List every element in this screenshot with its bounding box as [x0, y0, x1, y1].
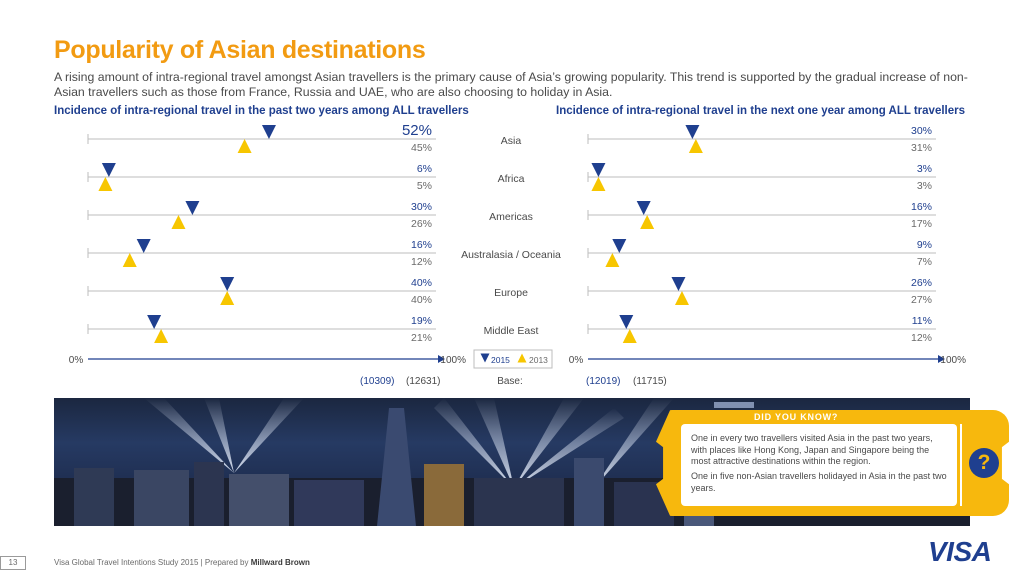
axis-min-label: 0%: [69, 355, 84, 366]
value-label-2015: 6%: [417, 163, 432, 175]
marker-2013: [591, 177, 606, 191]
axis-max-label: 100%: [440, 355, 466, 366]
marker-2013: [98, 177, 113, 191]
marker-2013: [171, 215, 186, 229]
left-panel-title: Incidence of intra-regional travel in th…: [54, 105, 469, 117]
legend-label-2013: 2013: [529, 355, 548, 365]
value-label-2015: 40%: [411, 277, 432, 289]
base-2013: (12631): [406, 376, 440, 387]
marker-2015: [619, 315, 634, 329]
marker-2013: [622, 329, 637, 343]
marker-2015: [185, 201, 200, 215]
marker-2015: [220, 277, 235, 291]
marker-2015: [612, 239, 627, 253]
value-label-2013: 27%: [911, 294, 932, 306]
axis-min-label: 0%: [569, 355, 584, 366]
did-you-know-content: One in every two travellers visited Asia…: [681, 424, 957, 506]
marker-2013: [674, 291, 689, 305]
value-label-2015: 30%: [911, 125, 932, 137]
value-label-2015: 30%: [411, 201, 432, 213]
dot-plot-chart: Asia Africa Americas Australasia / Oceania E…: [69, 122, 966, 387]
ticket-separator: [960, 424, 962, 506]
value-label-2013: 40%: [411, 294, 432, 306]
legend-label-2015: 2015: [491, 355, 510, 365]
base-2015: (10309): [360, 376, 394, 387]
marker-2013: [237, 139, 252, 153]
marker-2015: [671, 277, 686, 291]
right-panel-title: Incidence of intra-regional travel in th…: [556, 105, 966, 117]
did-you-know-paragraph-2: One in five non-Asian travellers holiday…: [691, 471, 947, 493]
value-label-2013: 12%: [911, 332, 932, 344]
marker-2013: [122, 253, 137, 267]
value-label-2013: 3%: [917, 180, 932, 192]
marker-2015: [261, 125, 276, 139]
marker-2015: [636, 201, 651, 215]
visa-logo: VISA: [928, 536, 992, 567]
marker-2015: [591, 163, 606, 177]
value-label-2013: 21%: [411, 332, 432, 344]
page-number: 13: [0, 556, 26, 570]
category-label: Australasia / Oceania: [461, 249, 561, 261]
base-2015: (12019): [586, 376, 620, 387]
marker-2015: [101, 163, 116, 177]
did-you-know-heading: DID YOU KNOW?: [754, 412, 839, 422]
value-label-2013: 5%: [417, 180, 432, 192]
value-label-2013: 31%: [911, 142, 932, 154]
value-label-2013: 7%: [917, 256, 932, 268]
question-mark-icon: ?: [969, 448, 999, 478]
marker-2013: [688, 139, 703, 153]
value-label-2015: 26%: [911, 277, 932, 289]
marker-2013: [640, 215, 655, 229]
value-label-2013: 45%: [411, 142, 432, 154]
axis-max-label: 100%: [940, 355, 966, 366]
value-label-2015: 16%: [911, 201, 932, 213]
marker-2013: [605, 253, 620, 267]
legend-box: [473, 349, 553, 369]
footer-credit: Visa Global Travel Intentions Study 2015…: [54, 558, 310, 567]
legend-marker-2013: [517, 353, 527, 363]
value-label-2015: 11%: [912, 315, 932, 327]
category-label: Asia: [501, 135, 522, 147]
base-label: Base:: [497, 376, 523, 387]
footer-credit-text: Visa Global Travel Intentions Study 2015…: [54, 558, 251, 567]
base-2013: (11715): [633, 376, 667, 387]
value-label-2013: 12%: [411, 256, 432, 268]
value-label-2013: 17%: [911, 218, 932, 230]
marker-2015: [136, 239, 151, 253]
did-you-know-paragraph-1: One in every two travellers visited Asia…: [691, 433, 933, 466]
value-label-2015: 19%: [411, 315, 432, 327]
value-label-2015: 3%: [917, 163, 932, 175]
category-label: Africa: [498, 173, 525, 185]
legend-marker-2015: [480, 353, 490, 363]
page-subtitle: A rising amount of intra-regional travel…: [54, 70, 968, 99]
value-label-2015: 16%: [411, 239, 432, 251]
footer-brand: Millward Brown: [250, 558, 310, 567]
value-label-2013: 26%: [411, 218, 432, 230]
marker-2013: [154, 329, 169, 343]
axis-arrow: [938, 355, 945, 363]
value-label-2015: 9%: [917, 239, 932, 251]
category-label: Americas: [489, 211, 533, 223]
axis-arrow: [438, 355, 445, 363]
did-you-know-box: DID YOU KNOW? One in every two traveller…: [656, 410, 1009, 516]
category-label: Middle East: [484, 325, 539, 337]
marker-2015: [147, 315, 162, 329]
marker-2013: [220, 291, 235, 305]
value-label-2015: 52%: [402, 122, 432, 139]
category-label: Europe: [494, 287, 528, 299]
page-title: Popularity of Asian destinations: [54, 36, 426, 64]
marker-2015: [685, 125, 700, 139]
